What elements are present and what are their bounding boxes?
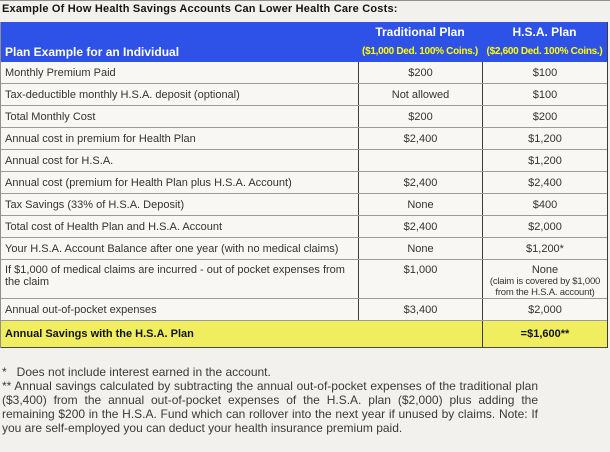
row-label: Your H.S.A. Account Balance after one ye… (5, 242, 339, 255)
header-row-label: Plan Example for an Individual (5, 44, 180, 59)
table-row: Annual cost (premium for Health Plan plu… (1, 172, 607, 194)
header-hsa-deductible: ($2,600 Ded. 100% Coins.) (486, 46, 603, 57)
traditional-value: $2,400 (358, 172, 482, 193)
hsa-value: $2,000 (482, 216, 607, 237)
hsa-value: $1,200* (482, 238, 607, 259)
traditional-value: Not allowed (358, 84, 482, 105)
traditional-value: $2,400 (358, 216, 482, 237)
traditional-value: $200 (358, 106, 482, 127)
traditional-value: $3,400 (358, 299, 482, 320)
annual-savings-row: Annual Savings with the H.S.A. Plan =$1,… (1, 321, 607, 348)
row-label: Total cost of Health Plan and H.S.A. Acc… (5, 220, 223, 233)
row-label: Annual out-of-pocket expenses (5, 303, 157, 316)
header-traditional-plan: Traditional Plan (375, 24, 465, 39)
top-border-line (0, 0, 610, 1)
annual-savings-label: Annual Savings with the H.S.A. Plan (5, 328, 194, 340)
header-hsa-plan: H.S.A. Plan (512, 24, 577, 39)
row-label: Tax-deductible monthly H.S.A. deposit (o… (5, 88, 240, 101)
row-label: If $1,000 of medical claims are incurred… (5, 264, 345, 288)
traditional-value: None (358, 194, 482, 215)
annual-savings-value: =$1,600** (482, 321, 607, 347)
footnote-savings-calculation: ** Annual savings calculated by subtract… (2, 379, 538, 435)
hsa-value: $2,400 (482, 172, 607, 193)
row-label: Tax Savings (33% of H.S.A. Deposit) (5, 198, 185, 211)
hsa-value: None (claim is covered by $1,000 from th… (482, 260, 607, 298)
traditional-value: $2,400 (358, 128, 482, 149)
table-row: Total Monthly Cost $200 $200 (1, 106, 607, 128)
comparison-table: Traditional Plan H.S.A. Plan Plan Exampl… (0, 22, 608, 348)
table-row: Annual cost in premium for Health Plan $… (1, 128, 607, 150)
hsa-value: $100 (482, 84, 607, 105)
traditional-value (358, 150, 482, 171)
row-label: Monthly Premium Paid (5, 66, 116, 79)
hsa-value: $1,200 (482, 150, 607, 171)
header-traditional-deductible: ($1,000 Ded. 100% Coins.) (362, 46, 478, 57)
table-row: Tax Savings (33% of H.S.A. Deposit) None… (1, 194, 607, 216)
hsa-value-note: (claim is covered by $1,000 from the H.S… (489, 276, 601, 298)
hsa-value: $2,000 (482, 299, 607, 320)
hsa-value: $200 (482, 106, 607, 127)
traditional-value: None (358, 238, 482, 259)
row-label: Total Monthly Cost (5, 110, 96, 123)
table-row: Your H.S.A. Account Balance after one ye… (1, 238, 607, 260)
hsa-value: $400 (482, 194, 607, 215)
footnotes: * Does not include interest earned in th… (2, 365, 538, 435)
hsa-value-main: None (531, 264, 559, 276)
footnote-interest: * Does not include interest earned in th… (2, 365, 271, 379)
row-label: Annual cost in premium for Health Plan (5, 132, 196, 145)
table-row: Annual cost for H.S.A. $1,200 (1, 150, 607, 172)
table-row-medical-claims: If $1,000 of medical claims are incurred… (1, 260, 607, 299)
row-label: Annual cost (premium for Health Plan plu… (5, 176, 292, 189)
table-row: Tax-deductible monthly H.S.A. deposit (o… (1, 84, 607, 106)
page-title: Example Of How Health Savings Accounts C… (2, 3, 398, 15)
table-header: Traditional Plan H.S.A. Plan Plan Exampl… (1, 22, 607, 62)
table-row: Total cost of Health Plan and H.S.A. Acc… (1, 216, 607, 238)
traditional-value: $200 (358, 62, 482, 83)
traditional-value: $1,000 (358, 260, 482, 298)
table-row: Annual out-of-pocket expenses $3,400 $2,… (1, 299, 607, 321)
table-row: Monthly Premium Paid $200 $100 (1, 62, 607, 84)
hsa-value: $1,200 (482, 128, 607, 149)
hsa-value: $100 (482, 62, 607, 83)
row-label: Annual cost for H.S.A. (5, 154, 114, 167)
header-spacer (1, 22, 358, 41)
